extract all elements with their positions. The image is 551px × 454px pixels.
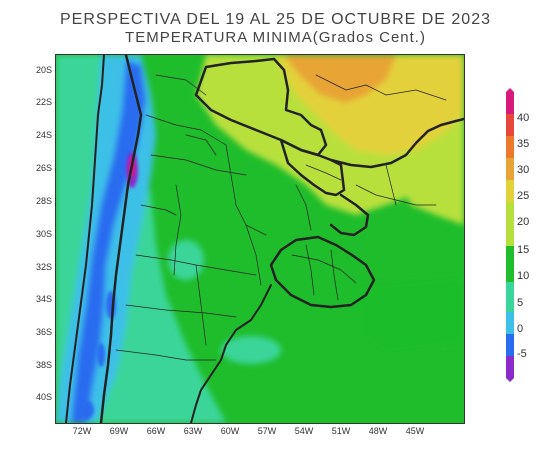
province-lines <box>115 74 447 361</box>
field-5-10-center <box>168 240 204 280</box>
argentina-chile-border <box>99 55 143 423</box>
colorbar-bin-5-10 <box>506 282 514 312</box>
paraguay-border <box>279 138 346 197</box>
map-title: PERSPECTIVA DEL 19 AL 25 DE OCTUBRE DE 2… <box>59 11 491 28</box>
colorbar-bin-25-30 <box>506 158 514 180</box>
province-line-18 <box>315 74 447 101</box>
map-canvas <box>56 55 464 423</box>
y-label-28s: 28S <box>35 196 52 206</box>
province-line-8 <box>125 304 237 318</box>
bolivia-border <box>194 57 328 157</box>
colorbar-tick-0: 0 <box>517 323 524 335</box>
province-line-9 <box>115 349 217 361</box>
province-line-15 <box>330 249 339 301</box>
field-5-10-patagonia <box>121 377 201 413</box>
colorbar-bin-minus5-0 <box>506 334 514 356</box>
uruguay-border <box>269 235 376 309</box>
x-label-69w: 69W <box>109 426 129 436</box>
province-line-20 <box>305 164 342 181</box>
province-line-14 <box>305 244 315 296</box>
province-line-3 <box>150 154 247 176</box>
colorbar-tick-5: 5 <box>517 297 524 309</box>
colorbar <box>506 88 514 382</box>
y-label-40s: 40S <box>35 392 52 402</box>
colorbar-bin-30-35 <box>506 136 514 158</box>
province-line-6 <box>140 204 177 216</box>
x-label-66w: 66W <box>146 426 166 436</box>
y-label-32s: 32S <box>35 262 52 272</box>
colorbar-tick-35: 35 <box>517 138 530 150</box>
colorbar-tick-40: 40 <box>517 112 530 124</box>
colorbar-bin-35-40 <box>506 114 514 136</box>
province-line-1 <box>155 74 207 96</box>
y-label-36s: 36S <box>35 327 52 337</box>
colorbar-tick-25: 25 <box>517 190 530 202</box>
brazil-argentina-border <box>329 193 370 237</box>
y-label-24s: 24S <box>35 130 52 140</box>
field-25-30-north <box>284 55 396 103</box>
colorbar-tick-15: 15 <box>517 244 530 256</box>
province-line-12 <box>295 184 312 231</box>
colorbar-cap-top <box>506 88 514 114</box>
province-line-5 <box>173 184 182 276</box>
province-line-16 <box>355 184 437 206</box>
y-label-22s: 22S <box>35 97 52 107</box>
colorbar-bin-0-5 <box>506 312 514 334</box>
colorbar-tick-20: 20 <box>517 216 530 228</box>
x-label-54w: 54W <box>294 426 314 436</box>
temperature-field <box>56 55 464 423</box>
province-line-4 <box>225 144 267 236</box>
province-line-13 <box>291 254 357 284</box>
x-label-45w: 45W <box>405 426 425 436</box>
y-label-30s: 30S <box>35 229 52 239</box>
chile-coastline <box>65 55 105 423</box>
province-line-19 <box>185 134 217 156</box>
y-label-34s: 34S <box>35 294 52 304</box>
field-5-10-south <box>221 336 281 364</box>
colorbar-cap-bottom <box>506 356 514 382</box>
y-label-26s: 26S <box>35 163 52 173</box>
field-cold-south-3 <box>78 400 94 420</box>
colorbar-tick-minus5: -5 <box>517 348 527 360</box>
field-cold-south-2 <box>97 343 105 367</box>
y-label-20s: 20S <box>35 65 52 75</box>
colorbar-tick-30: 30 <box>517 164 530 176</box>
country-borders <box>65 55 464 423</box>
temperature-map <box>55 54 465 424</box>
colorbar-bin-20-25 <box>506 180 514 202</box>
field-minus5-0-andes <box>71 60 146 423</box>
province-line-11 <box>245 224 262 286</box>
argentina-atlantic-coast <box>190 284 272 423</box>
province-line-10 <box>195 264 207 346</box>
x-label-48w: 48W <box>368 426 388 436</box>
province-line-17 <box>385 164 397 206</box>
x-label-63w: 63W <box>183 426 203 436</box>
colorbar-tick-10: 10 <box>517 270 530 282</box>
brazil-south-border <box>329 117 464 169</box>
x-label-57w: 57W <box>257 426 277 436</box>
x-label-51w: 51W <box>331 426 351 436</box>
field-15-20-ocean <box>356 275 464 355</box>
map-subtitle: TEMPERATURA MINIMA(Grados Cent.) <box>125 29 426 46</box>
x-label-60w: 60W <box>220 426 240 436</box>
field-15-20-east-coast <box>396 170 464 225</box>
colorbar-bin-15-20 <box>506 202 514 246</box>
province-line-2 <box>145 114 227 146</box>
colorbar-bin-10-15 <box>506 246 514 282</box>
x-label-72w: 72W <box>72 426 92 436</box>
y-label-38s: 38S <box>35 360 52 370</box>
